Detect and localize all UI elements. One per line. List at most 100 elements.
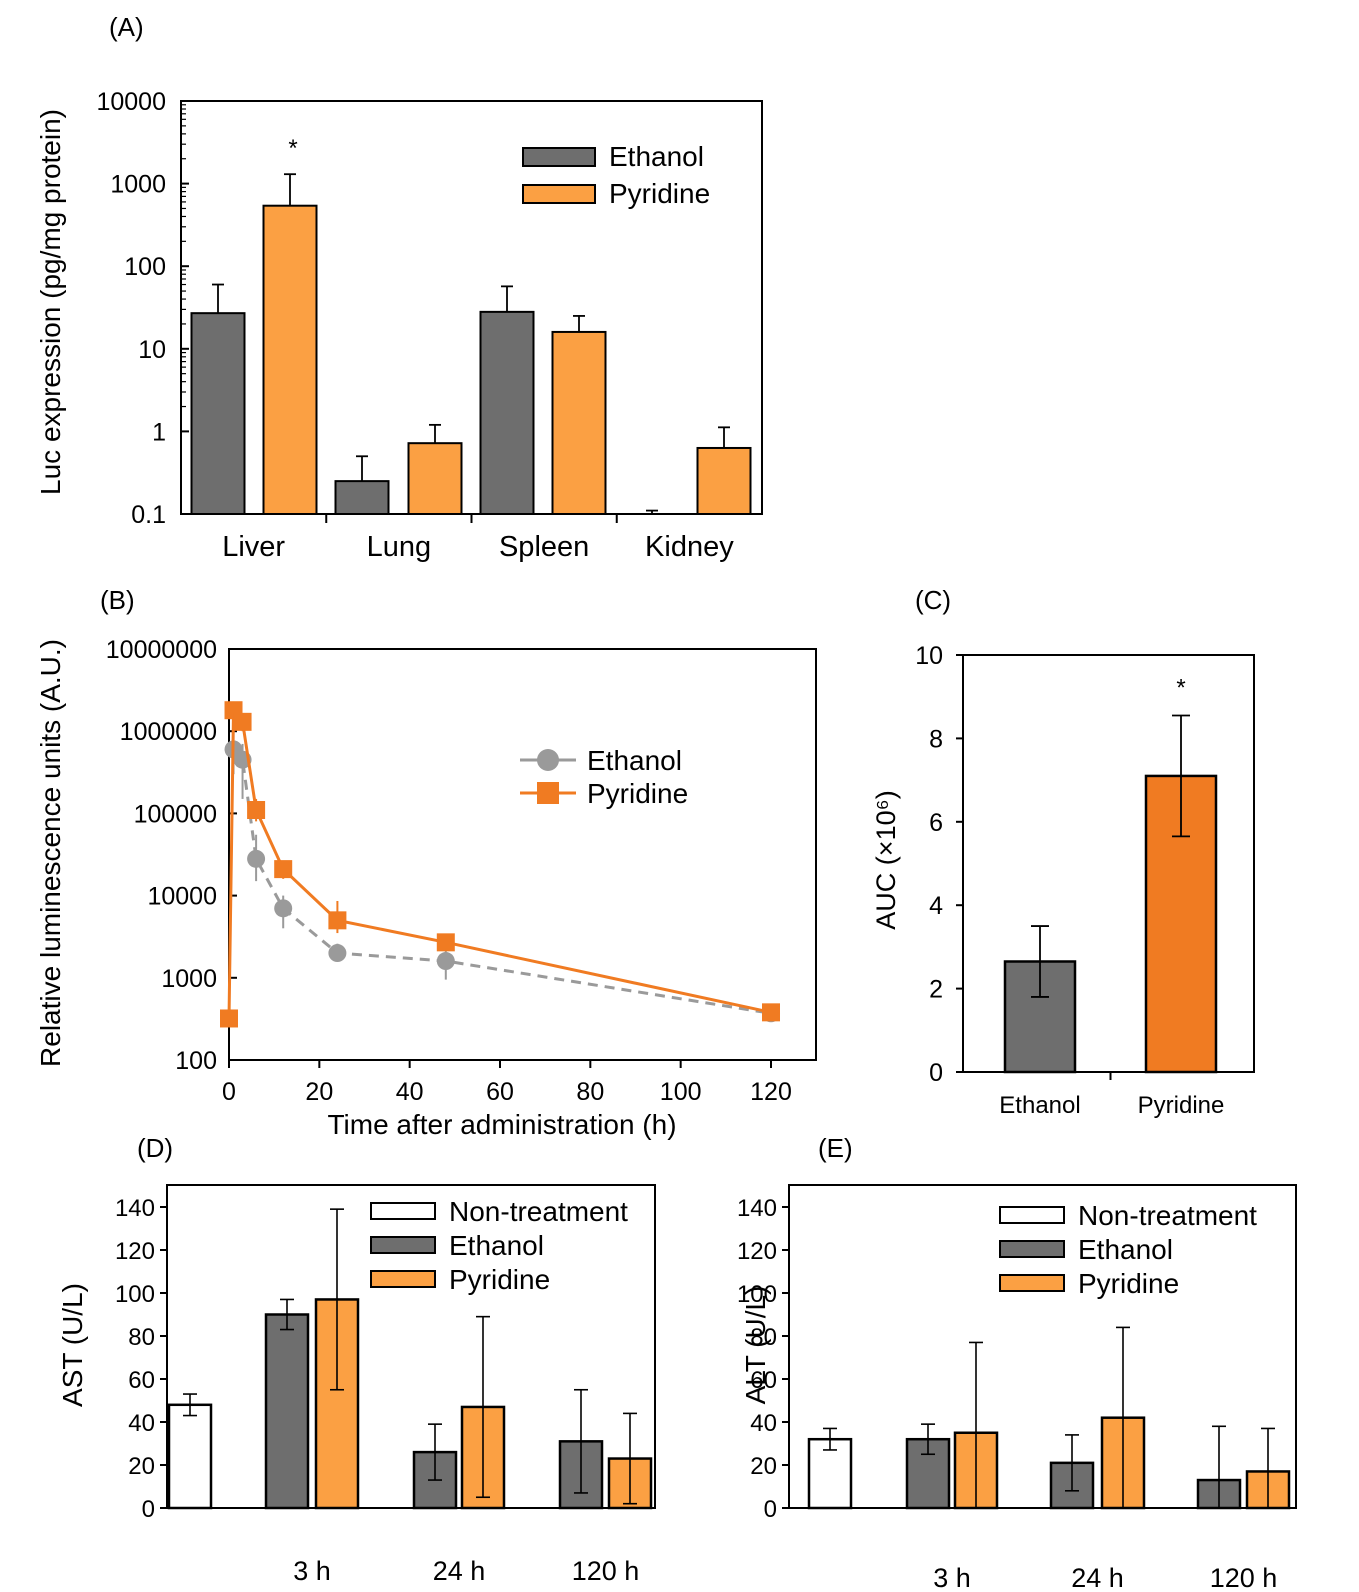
y-tick-label: 6 — [929, 809, 943, 837]
panel-d-plot: 0 20 40 60 80 100 120 140 3 h 24 h 120 h Non-treatm… — [115, 1184, 656, 1586]
legend-label: Pyridine — [587, 778, 688, 809]
y-tick-label: 10 — [138, 336, 166, 364]
y-tick-label: 4 — [929, 892, 943, 920]
x-tick-label: Kidney — [645, 531, 734, 563]
bar-pyridine — [407, 442, 463, 515]
x-tick-label: 3 h — [293, 1556, 331, 1586]
x-tick-label: 24 h — [1071, 1563, 1124, 1592]
data-point-ethanol — [247, 849, 266, 868]
data-point-ethanol — [274, 899, 293, 918]
bar-ethanol — [334, 480, 390, 516]
panel-b-frame — [228, 648, 817, 1061]
y-tick-label: 100 — [124, 253, 166, 281]
legend-swatch — [999, 1240, 1065, 1258]
y-tick-label: 2 — [929, 976, 943, 1004]
panel-a-label: (A) — [109, 12, 144, 42]
y-tick-label: 0.1 — [131, 501, 166, 529]
x-tick-label: 24 h — [433, 1556, 486, 1586]
y-tick-label: 20 — [128, 1453, 155, 1480]
y-tick-label: 0 — [929, 1059, 943, 1087]
panel-c-y-axis-label: AUC (×10⁶) — [871, 790, 901, 929]
y-tick-label: 100 — [175, 1047, 217, 1075]
panel-a: (A) Luc expression (pg/mg protein) 0.1 1 1… — [35, 12, 763, 563]
panel-d-y-axis-label: AST (U/L) — [57, 1283, 88, 1407]
legend-label: Ethanol — [587, 745, 682, 776]
x-tick-label: 120 h — [1210, 1563, 1278, 1592]
legend-label: Ethanol — [609, 141, 704, 172]
y-tick-label: 100 — [737, 1281, 777, 1308]
x-tick-label: Pyridine — [1138, 1092, 1225, 1119]
y-tick-label: 100000 — [134, 800, 217, 828]
x-tick-label: 120 h — [572, 1556, 640, 1586]
data-point-pyridine — [220, 1009, 238, 1028]
data-point-ethanol — [328, 944, 347, 963]
panel-b-x-axis-label: Time after administration (h) — [327, 1109, 676, 1140]
panel-c: (C) AUC (×10⁶) 0 2 4 6 8 10 Ethanol Pyridine * — [871, 585, 1255, 1119]
y-tick-label: 80 — [750, 1324, 777, 1351]
y-tick-label: 10000 — [147, 883, 217, 911]
y-tick-label: 10000 — [96, 88, 166, 116]
y-tick-label: 60 — [128, 1367, 155, 1394]
legend-label: Pyridine — [609, 178, 710, 209]
panel-b-label: (B) — [100, 585, 135, 615]
data-point-pyridine — [436, 933, 455, 952]
panel-d: (D) AST (U/L) 0 20 40 60 80 100 120 140 3 h 24 h 1… — [57, 1133, 656, 1586]
panel-b-plot: 100 1000 10000 100000 1000000 10000000 0 20 40 60… — [106, 636, 817, 1106]
panel-frame — [166, 1184, 656, 1509]
series-line-ethanol — [232, 748, 772, 1015]
significance-marker: * — [1176, 674, 1185, 701]
x-tick-label: 120 — [750, 1078, 792, 1106]
x-tick-label: 100 — [660, 1078, 702, 1106]
y-tick-label: 10000000 — [106, 636, 217, 664]
y-tick-label: 120 — [737, 1238, 777, 1265]
y-tick-label: 120 — [115, 1238, 155, 1265]
panel-e-plot: 0 20 40 60 80 100 120 140 3 h 24 h 120 h Non-treatm… — [737, 1184, 1297, 1592]
panel-frame — [788, 1184, 1297, 1509]
data-point-pyridine — [233, 712, 252, 731]
y-tick-label: 140 — [737, 1195, 777, 1222]
y-tick-label: 1000000 — [120, 718, 217, 746]
panel-e-label: (E) — [818, 1133, 853, 1163]
legend-swatch — [370, 1270, 436, 1288]
legend-label: Non-treatment — [1078, 1200, 1257, 1231]
data-point-pyridine — [328, 911, 347, 930]
y-tick-label: 1 — [152, 418, 166, 446]
y-tick-label: 8 — [929, 725, 943, 753]
x-tick-label: 40 — [396, 1078, 424, 1106]
x-tick-label: Lung — [367, 531, 432, 563]
legend-swatch — [370, 1236, 436, 1254]
data-point-ethanol — [436, 952, 455, 971]
x-tick-label: 60 — [486, 1078, 514, 1106]
panel-c-plot: 0 2 4 6 8 10 Ethanol Pyridine * — [915, 642, 1255, 1119]
legend-label: Non-treatment — [449, 1196, 628, 1227]
data-point-pyridine — [762, 1003, 780, 1022]
legend-label: Ethanol — [449, 1230, 544, 1261]
legend-swatch — [999, 1206, 1065, 1224]
significance-marker: * — [288, 135, 297, 162]
x-tick-label: 20 — [305, 1078, 333, 1106]
panel-c-label: (C) — [915, 585, 951, 615]
panel-d-label: (D) — [137, 1133, 173, 1163]
y-tick-label: 100 — [115, 1281, 155, 1308]
panel-e-y-axis-label: ALT (U/L) — [740, 1286, 771, 1405]
data-point-pyridine — [274, 860, 293, 879]
data-point-pyridine — [247, 800, 266, 819]
legend-swatch — [999, 1274, 1065, 1292]
legend-swatch — [522, 147, 596, 167]
bar-ethanol — [479, 310, 535, 515]
panel-c-frame — [962, 654, 1255, 1073]
bar-ethanol — [264, 1313, 310, 1510]
y-tick-label: 60 — [750, 1367, 777, 1394]
panel-b: (B) Relative luminescence units (A.U.) T… — [35, 585, 817, 1140]
legend-label: Ethanol — [1078, 1234, 1173, 1265]
y-tick-label: 40 — [750, 1410, 777, 1437]
x-tick-label: Ethanol — [999, 1092, 1080, 1119]
x-tick-label: 3 h — [933, 1563, 971, 1592]
legend-swatch — [522, 184, 596, 204]
legend-label: Pyridine — [1078, 1268, 1179, 1299]
series-line-pyridine — [227, 705, 772, 1019]
y-tick-label: 0 — [764, 1496, 777, 1523]
y-tick-label: 40 — [128, 1410, 155, 1437]
legend-swatch — [370, 1202, 436, 1220]
